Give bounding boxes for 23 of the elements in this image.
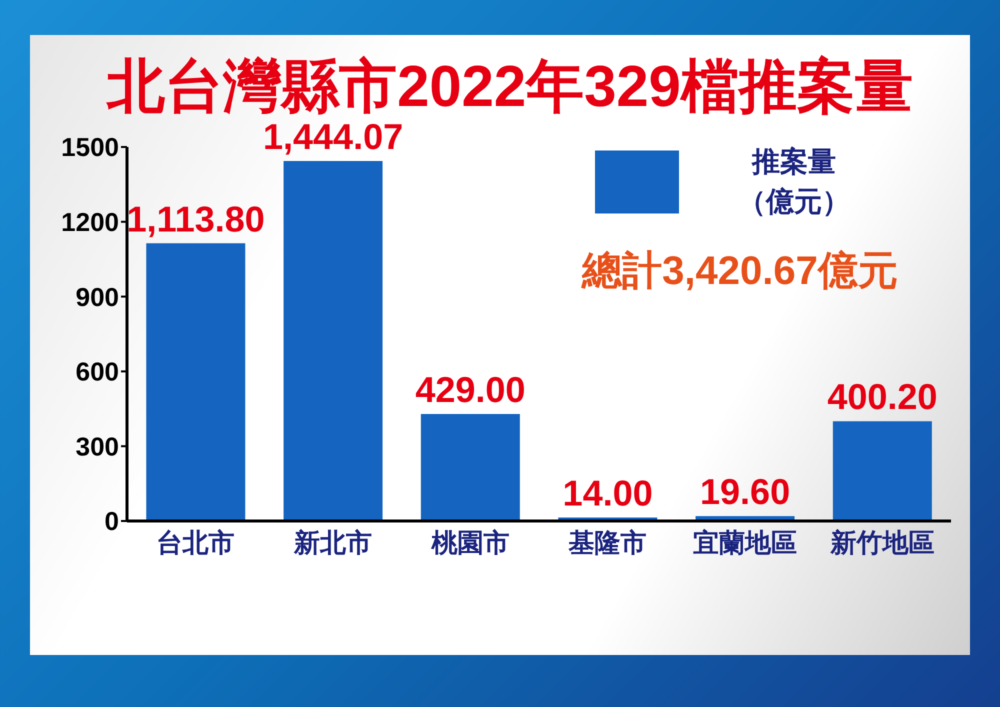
legend-label: 推案量（億元） xyxy=(737,145,851,219)
annotation: 總計3,420.67億元 xyxy=(580,248,899,295)
y-tick-label: 900 xyxy=(76,282,119,312)
data-label: 14.00 xyxy=(562,472,653,514)
x-tick-label: 新北市 xyxy=(293,527,372,558)
x-tick-label: 桃園市 xyxy=(430,527,510,558)
bar xyxy=(284,160,383,521)
bar xyxy=(420,414,520,521)
y-tick-label: 300 xyxy=(76,431,119,462)
y-tick-label: 1200 xyxy=(61,207,119,238)
y-tick-label: 0 xyxy=(104,506,119,536)
x-tick-label: 台北市 xyxy=(156,527,235,558)
y-tick-label: 600 xyxy=(76,356,119,387)
data-label: 400.20 xyxy=(827,376,938,418)
data-label: 1,113.80 xyxy=(126,198,265,240)
data-label: 19.60 xyxy=(700,471,790,512)
x-tick-label: 宜蘭地區 xyxy=(693,527,797,558)
x-tick-label: 新竹地區 xyxy=(829,527,934,558)
y-tick-label: 1500 xyxy=(61,132,119,162)
x-tick-label: 基隆市 xyxy=(568,527,647,558)
bar xyxy=(146,243,246,521)
bar xyxy=(832,421,932,521)
data-label: 429.00 xyxy=(415,369,526,410)
